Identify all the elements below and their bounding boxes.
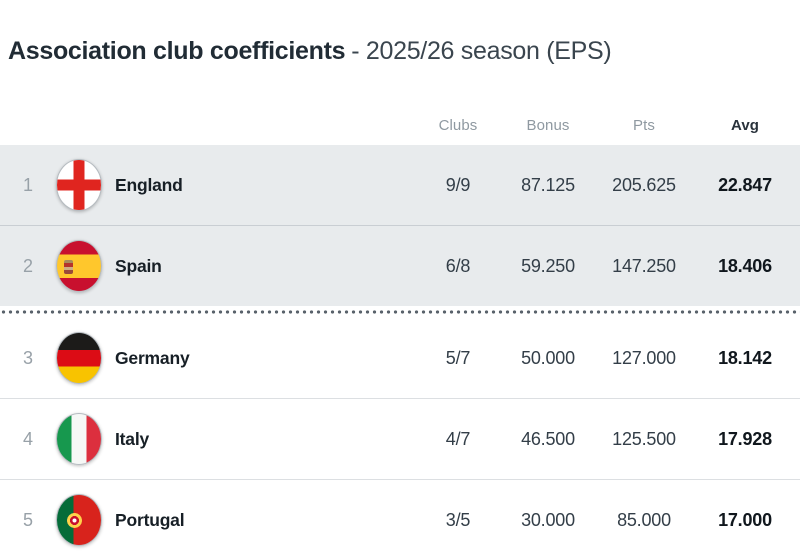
coefficients-table: 1 England 9/9 87.125 205.625 22.847 2 Sp… (0, 145, 800, 555)
country-name: Portugal (115, 509, 185, 530)
table-row-portugal[interactable]: 5 Portugal 3/5 30.000 85.000 17.000 (0, 479, 800, 555)
avg-value: 17.928 (718, 428, 772, 449)
country-cell: Italy (56, 413, 414, 465)
column-header-bonus: Bonus (526, 116, 570, 134)
country-cell: Germany (56, 332, 414, 384)
rank-value: 2 (22, 255, 33, 276)
bonus-value: 50.000 (521, 347, 575, 368)
country-name: England (115, 174, 183, 195)
germany-flag-icon (56, 332, 102, 384)
qualification-cutoff-dotted-separator (0, 306, 800, 318)
bonus-value: 59.250 (521, 255, 575, 276)
country-cell: England (56, 159, 414, 211)
country-cell: Portugal (56, 494, 414, 546)
bonus-value: 46.500 (521, 428, 575, 449)
rank-value: 5 (22, 509, 33, 530)
pts-value: 205.625 (612, 174, 676, 195)
table-row-england[interactable]: 1 England 9/9 87.125 205.625 22.847 (0, 145, 800, 225)
page-title-main: Association club coefficients (8, 37, 346, 65)
page-title-suffix: - 2025/26 season (EPS) (351, 37, 612, 65)
country-cell: Spain (56, 240, 414, 292)
page-title: Association club coefficients - 2025/26 s… (8, 36, 800, 66)
rank-value: 4 (22, 428, 33, 449)
pts-value: 125.500 (612, 428, 676, 449)
portugal-flag-icon (56, 494, 102, 546)
spain-flag-icon (56, 240, 102, 292)
avg-value: 22.847 (718, 174, 772, 195)
italy-flag-icon (56, 413, 102, 465)
country-name: Spain (115, 255, 162, 276)
table-row-italy[interactable]: 4 Italy 4/7 46.500 125.500 17.928 (0, 398, 800, 479)
clubs-value: 9/9 (445, 174, 471, 195)
rank-value: 3 (22, 347, 33, 368)
clubs-value: 6/8 (445, 255, 471, 276)
table-row-spain[interactable]: 2 Spain 6/8 59.250 147.250 18.406 (0, 225, 800, 306)
column-header-pts: Pts (633, 116, 655, 134)
rank-value: 1 (22, 174, 33, 195)
table-row-germany[interactable]: 3 Germany 5/7 50.000 127.000 18.142 (0, 318, 800, 398)
clubs-value: 3/5 (445, 509, 471, 530)
pts-value: 127.000 (612, 347, 676, 368)
clubs-value: 4/7 (445, 428, 471, 449)
avg-value: 17.000 (718, 509, 772, 530)
pts-value: 85.000 (617, 509, 671, 530)
pts-value: 147.250 (612, 255, 676, 276)
bonus-value: 87.125 (521, 174, 575, 195)
country-name: Italy (115, 428, 150, 449)
avg-value: 18.142 (718, 347, 772, 368)
england-flag-icon (56, 159, 102, 211)
avg-value: 18.406 (718, 255, 772, 276)
column-header-avg: Avg (730, 116, 760, 134)
table-header-row: Clubs Bonus Pts Avg (0, 112, 800, 138)
country-name: Germany (115, 347, 190, 368)
bonus-value: 30.000 (521, 509, 575, 530)
column-header-clubs: Clubs (438, 116, 478, 134)
clubs-value: 5/7 (445, 347, 471, 368)
